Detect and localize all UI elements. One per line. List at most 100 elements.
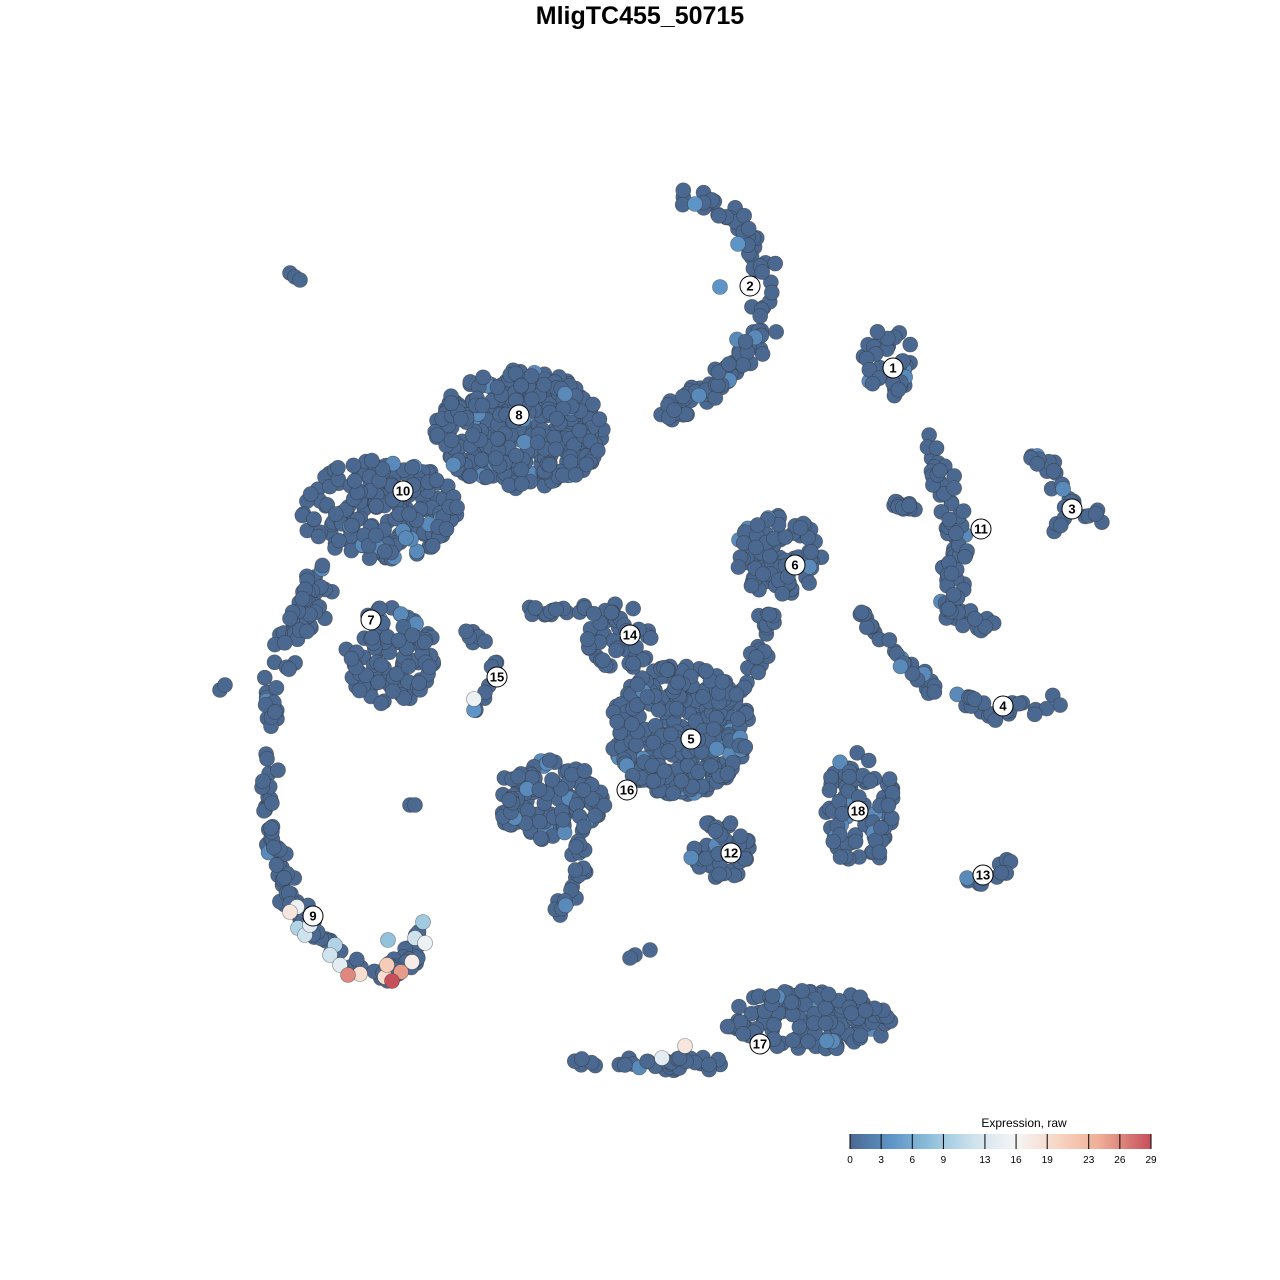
data-point	[754, 264, 770, 280]
data-point	[322, 947, 338, 963]
data-point	[370, 674, 387, 691]
data-point	[404, 627, 421, 644]
data-point	[343, 650, 360, 667]
data-point	[579, 631, 596, 647]
data-point	[438, 521, 455, 537]
data-point	[346, 473, 363, 489]
cluster-label-badge	[992, 695, 1014, 717]
data-point	[513, 476, 530, 492]
data-point	[762, 548, 778, 564]
data-point	[690, 764, 707, 780]
data-point	[527, 600, 544, 616]
data-point	[368, 498, 384, 514]
cluster-label-badge	[1061, 498, 1083, 520]
data-point	[276, 635, 293, 651]
cluster-label-text: 15	[490, 670, 504, 685]
data-point	[740, 220, 757, 237]
data-point	[586, 605, 602, 622]
data-point	[541, 752, 558, 768]
data-point	[764, 988, 781, 1004]
data-point	[443, 395, 460, 412]
data-point	[735, 357, 751, 373]
data-point	[662, 726, 679, 743]
data-point	[817, 1000, 834, 1016]
data-point	[548, 601, 564, 618]
cluster-label-15: 15	[486, 666, 508, 688]
data-point	[416, 634, 433, 651]
data-point	[625, 600, 641, 617]
data-point	[523, 368, 540, 384]
cluster-label-text: 11	[974, 522, 988, 537]
cluster-label-badge	[720, 842, 742, 864]
legend-tick-label: 0	[847, 1155, 853, 1166]
data-point	[774, 586, 791, 602]
data-point	[743, 577, 760, 594]
data-point	[800, 1033, 816, 1050]
data-point	[573, 1051, 590, 1067]
legend-tick-label: 29	[1145, 1155, 1157, 1166]
data-point	[767, 255, 784, 272]
data-point	[477, 633, 493, 650]
data-point	[256, 669, 273, 686]
data-point	[302, 486, 319, 502]
data-point	[957, 549, 973, 565]
cluster-label-text: 9	[309, 909, 316, 924]
data-point	[306, 511, 322, 527]
cluster-label-5: 5	[680, 728, 702, 750]
data-point	[629, 697, 645, 713]
data-point	[571, 422, 588, 439]
data-point	[591, 411, 608, 427]
data-point	[609, 714, 625, 730]
data-point	[264, 795, 280, 811]
data-point	[712, 279, 728, 295]
data-point	[639, 689, 656, 705]
cluster-label-text: 7	[367, 613, 374, 628]
data-point	[890, 381, 907, 398]
data-point	[737, 739, 754, 755]
data-point	[748, 649, 765, 666]
cluster-label-text: 4	[999, 699, 1007, 714]
data-point	[881, 771, 898, 787]
data-point	[294, 590, 311, 607]
data-point	[873, 819, 889, 836]
data-point	[993, 864, 1010, 881]
data-point	[445, 456, 462, 473]
data-point	[701, 1056, 717, 1073]
data-point	[719, 765, 736, 782]
data-point	[707, 390, 724, 406]
cluster-label-badge	[616, 779, 638, 801]
data-point	[698, 663, 714, 679]
data-point	[654, 1050, 670, 1066]
data-point	[852, 1027, 869, 1044]
cluster-label-3: 3	[1061, 498, 1083, 520]
data-point	[665, 785, 681, 802]
data-point	[523, 391, 540, 408]
data-point	[578, 456, 595, 473]
data-point	[670, 674, 686, 691]
data-point	[349, 951, 365, 968]
data-point	[1052, 517, 1069, 534]
data-point	[255, 773, 271, 790]
data-point	[531, 813, 548, 830]
cluster-label-text: 2	[746, 279, 753, 294]
cluster-label-text: 17	[753, 1037, 767, 1052]
data-point	[849, 745, 866, 761]
data-point	[818, 1033, 835, 1049]
data-point	[857, 1002, 874, 1019]
data-point	[721, 356, 737, 372]
data-point	[755, 566, 771, 582]
data-point	[587, 807, 604, 824]
data-point	[659, 662, 676, 678]
data-point	[452, 411, 469, 427]
data-point	[791, 1019, 808, 1035]
data-point	[928, 440, 945, 456]
legend-tick-label: 9	[941, 1155, 947, 1166]
data-point	[259, 751, 275, 767]
data-point	[946, 480, 962, 496]
data-point	[858, 619, 875, 636]
data-point	[407, 797, 423, 813]
data-point	[683, 849, 700, 866]
cluster-label-text: 3	[1068, 502, 1075, 517]
data-point	[474, 397, 491, 414]
data-point	[650, 702, 667, 718]
